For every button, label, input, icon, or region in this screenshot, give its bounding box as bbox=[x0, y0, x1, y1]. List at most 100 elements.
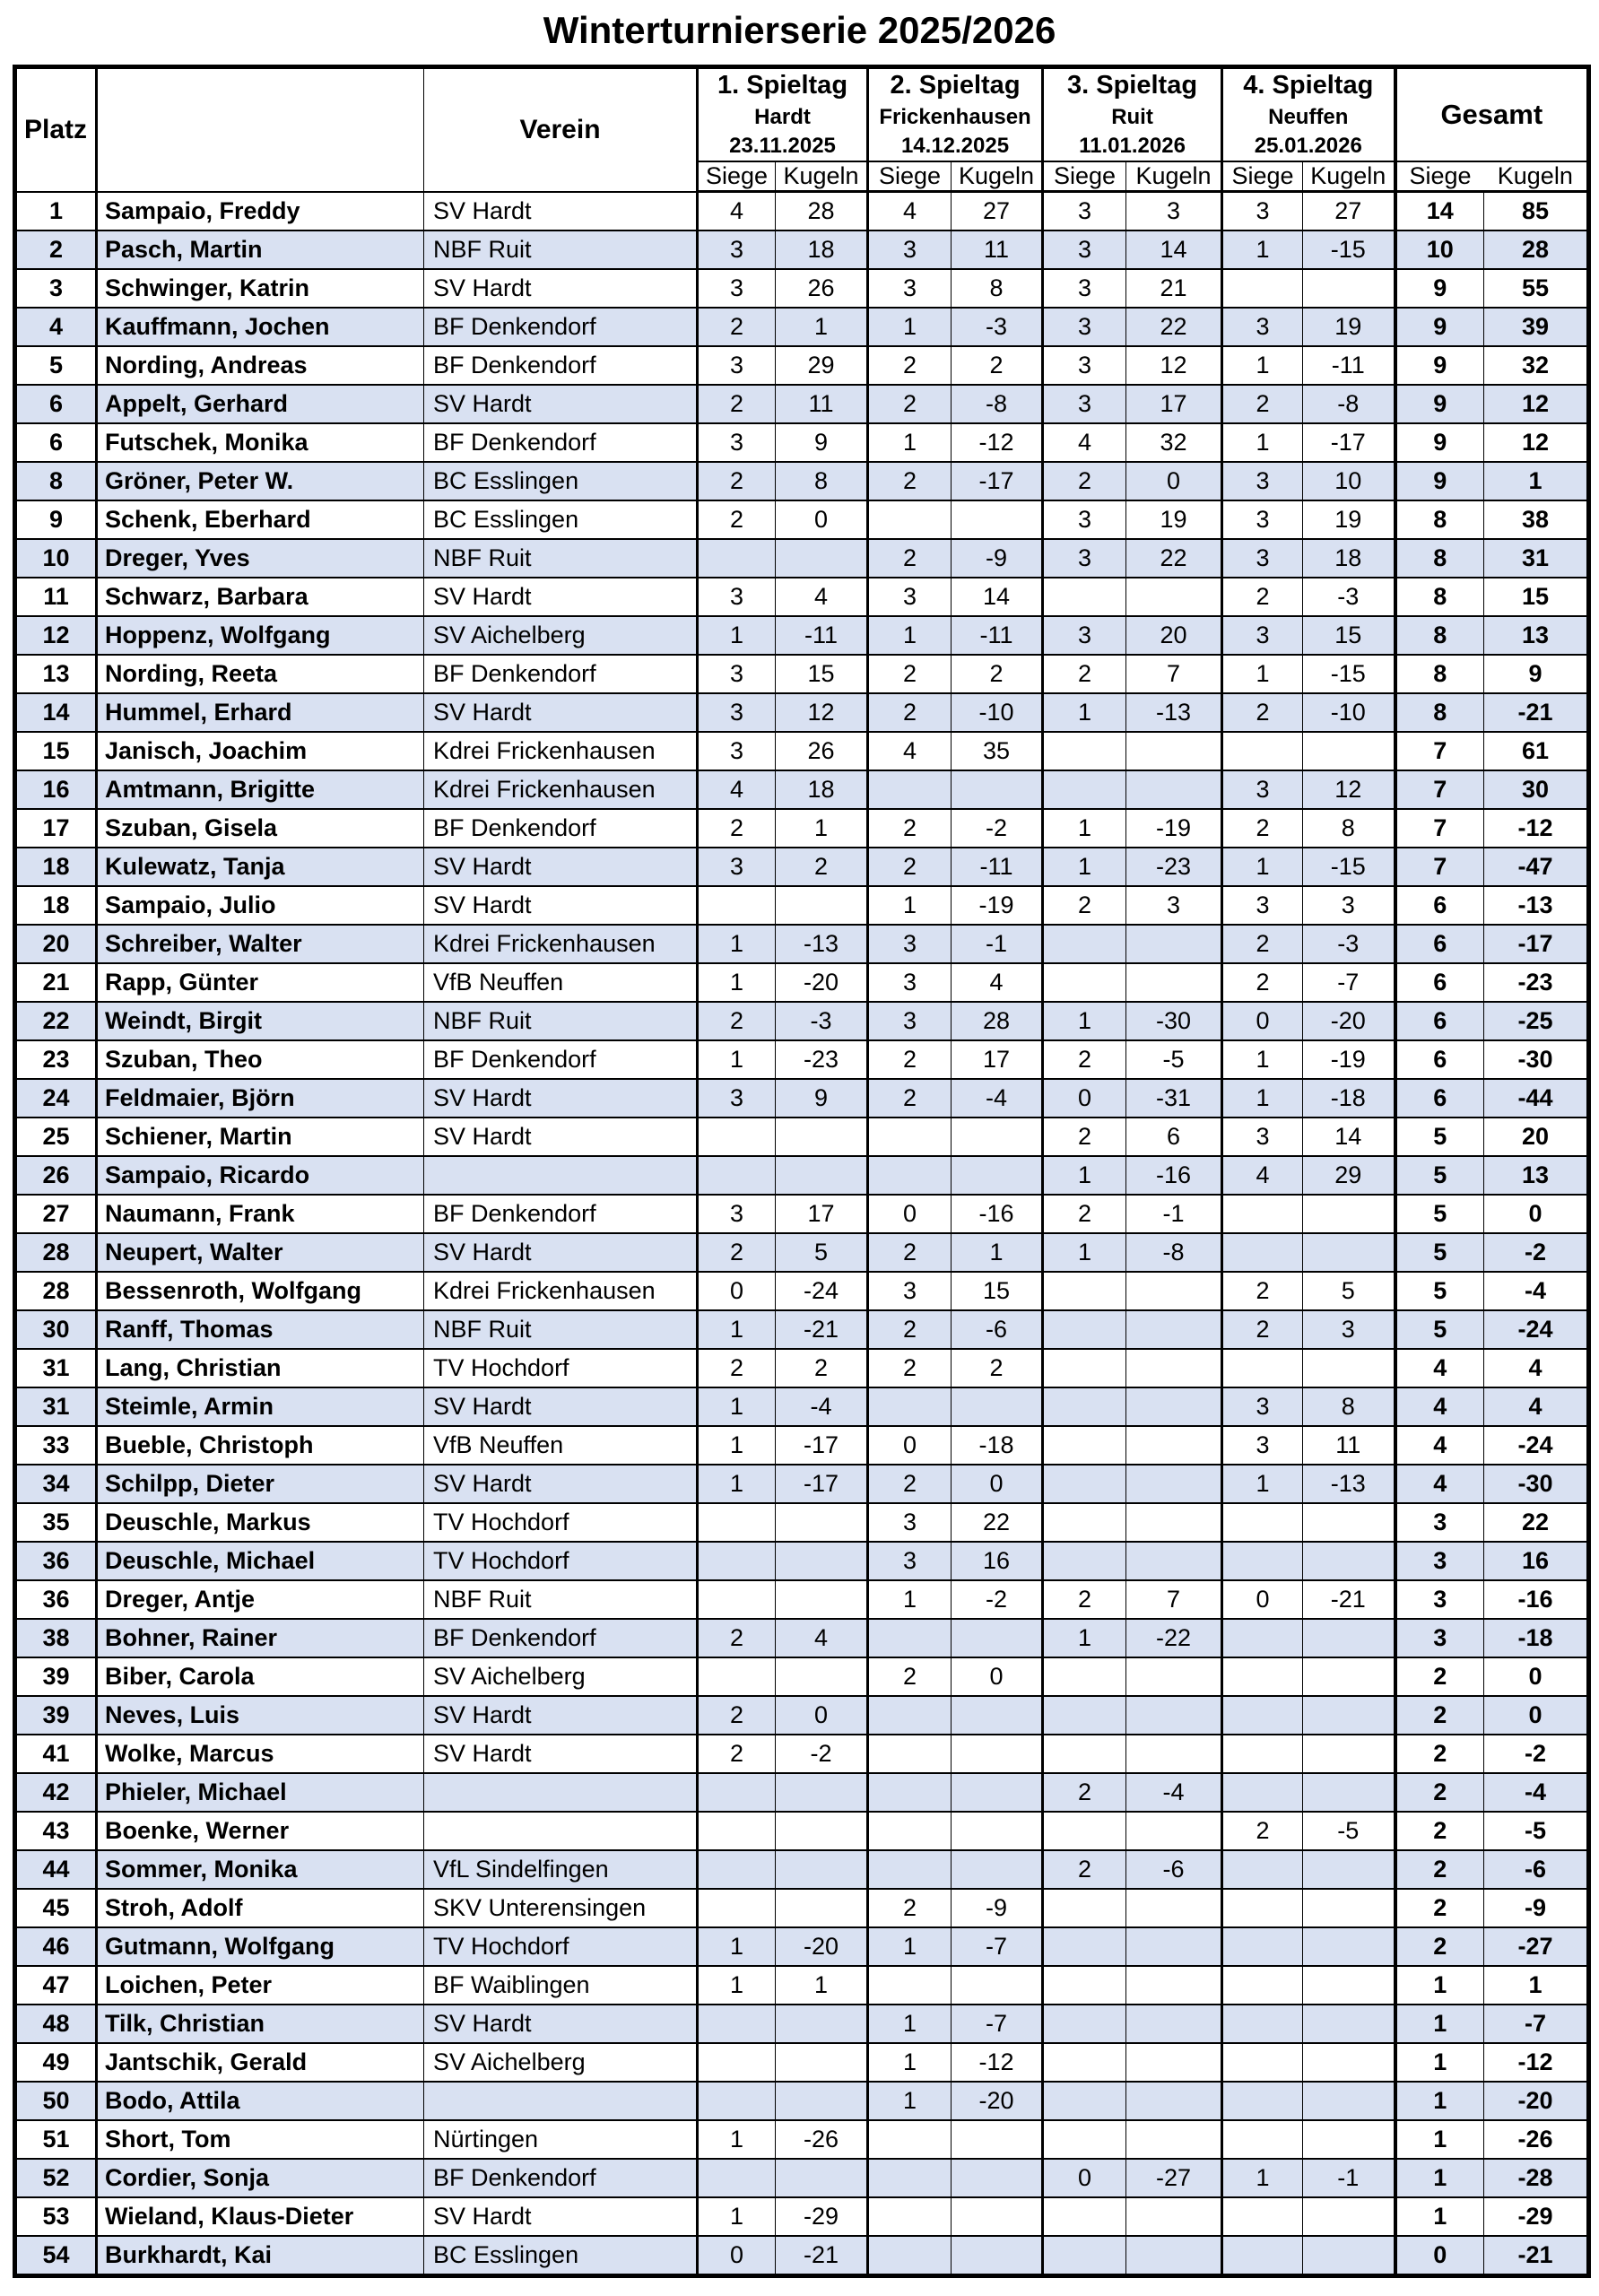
s3-kugeln-cell: -13 bbox=[1125, 692, 1223, 734]
s2-siege-cell bbox=[866, 500, 952, 541]
s4-kugeln-cell bbox=[1302, 1888, 1396, 1929]
player-name-cell: Dreger, Antje bbox=[95, 1579, 424, 1621]
gesamt-siege-cell: 1 bbox=[1393, 2042, 1485, 2083]
s3-siege-cell: 4 bbox=[1041, 422, 1127, 464]
s2-siege-cell: 3 bbox=[866, 962, 952, 1004]
s1-kugeln-cell: 0 bbox=[774, 1695, 869, 1736]
s3-kugeln-cell bbox=[1125, 1271, 1223, 1312]
s1-siege-cell: 1 bbox=[696, 924, 776, 965]
s3-siege-cell bbox=[1041, 1811, 1127, 1852]
s3-siege-cell: 3 bbox=[1041, 538, 1127, 579]
s2-kugeln-cell: -3 bbox=[951, 307, 1044, 348]
s1-siege-cell: 1 bbox=[696, 1309, 776, 1351]
gesamt-kugeln-cell: 15 bbox=[1483, 577, 1590, 618]
s1-kugeln-cell: 28 bbox=[774, 190, 869, 232]
s3-siege-cell bbox=[1041, 1309, 1127, 1351]
s3-siege-cell: 2 bbox=[1041, 1579, 1127, 1621]
s2-siege-cell: 2 bbox=[866, 1657, 952, 1698]
s4-kugeln-cell: 11 bbox=[1302, 1425, 1396, 1466]
s3-siege-cell bbox=[1041, 1541, 1127, 1582]
table-row: 27 Naumann, Frank BF Denkendorf 3 17 0 -16 2 -1 5… bbox=[14, 1194, 1590, 1235]
gesamt-kugeln-cell: 9 bbox=[1483, 654, 1590, 695]
s3-siege-cell bbox=[1041, 1502, 1127, 1544]
club-cell: BF Denkendorf bbox=[423, 1194, 698, 1235]
s1-kugeln-cell: -20 bbox=[774, 962, 869, 1004]
s1-kugeln-cell: -17 bbox=[774, 1464, 869, 1505]
s1-kugeln-cell: 9 bbox=[774, 422, 869, 464]
s4-kugeln-cell: 19 bbox=[1302, 500, 1396, 541]
club-cell: SV Hardt bbox=[423, 2196, 698, 2238]
gesamt-siege-cell: 9 bbox=[1393, 384, 1485, 425]
s4-siege-cell: 0 bbox=[1221, 1579, 1304, 1621]
s2-siege-cell: 2 bbox=[866, 461, 952, 502]
s4-siege-cell bbox=[1221, 1541, 1304, 1582]
s1-kugeln-cell bbox=[774, 1772, 869, 1813]
s1-siege-cell: 4 bbox=[696, 190, 776, 232]
s2-siege-cell: 3 bbox=[866, 1001, 952, 1042]
s4-kugeln-cell bbox=[1302, 1926, 1396, 1968]
s1-kugeln-cell bbox=[774, 1155, 869, 1196]
s2-siege-cell: 2 bbox=[866, 345, 952, 387]
s4-kugeln-cell: -3 bbox=[1302, 924, 1396, 965]
s1-siege-cell: 1 bbox=[696, 1464, 776, 1505]
s1-kugeln-cell: 17 bbox=[774, 1194, 869, 1235]
s1-kugeln-cell: 29 bbox=[774, 345, 869, 387]
s3-kugeln-cell: 19 bbox=[1125, 500, 1223, 541]
s1-siege-cell bbox=[696, 1772, 776, 1813]
s4-kugeln-cell: 15 bbox=[1302, 615, 1396, 657]
s1-siege-cell: 0 bbox=[696, 2235, 776, 2277]
s4-kugeln-cell bbox=[1302, 1695, 1396, 1736]
s1-siege-cell: 1 bbox=[696, 1965, 776, 2006]
table-row: 42 Phieler, Michael 2 -4 2 -4 bbox=[14, 1772, 1590, 1813]
club-cell: VfB Neuffen bbox=[423, 1425, 698, 1466]
s1-kugeln-cell: 26 bbox=[774, 731, 869, 772]
spieltag-1-label: 1. Spieltag bbox=[717, 71, 848, 100]
s2-siege-cell bbox=[866, 1849, 952, 1891]
s2-siege-cell: 2 bbox=[866, 1309, 952, 1351]
rank-cell: 36 bbox=[14, 1579, 97, 1621]
s3-siege-cell bbox=[1041, 1657, 1127, 1698]
s3-siege-cell: 3 bbox=[1041, 500, 1127, 541]
gesamt-kugeln-cell: 1 bbox=[1483, 1965, 1590, 2006]
s3-siege-cell: 3 bbox=[1041, 345, 1127, 387]
s2-kugeln-cell bbox=[951, 1965, 1044, 2006]
s4-kugeln-cell: -19 bbox=[1302, 1039, 1396, 1081]
table-row: 8 Gröner, Peter W. BC Esslingen 2 8 2 -17 2 0 3 10… bbox=[14, 461, 1590, 502]
gesamt-kugeln-cell: 16 bbox=[1483, 1541, 1590, 1582]
player-name-cell: Kulewatz, Tanja bbox=[95, 847, 424, 888]
gesamt-siege-cell: 2 bbox=[1393, 1849, 1485, 1891]
table-row: 16 Amtmann, Brigitte Kdrei Frickenhausen 4 1… bbox=[14, 770, 1590, 811]
table-row: 50 Bodo, Attila 1 -20 1 -20 bbox=[14, 2081, 1590, 2122]
s3-siege-cell bbox=[1041, 1348, 1127, 1389]
s3-kugeln-cell bbox=[1125, 1502, 1223, 1544]
spieltag-3-ort: Ruit bbox=[1111, 104, 1153, 129]
gesamt-siege-cell: 8 bbox=[1393, 615, 1485, 657]
s1-kugeln-cell: -20 bbox=[774, 1926, 869, 1968]
s2-kugeln-cell: -12 bbox=[951, 422, 1044, 464]
rank-cell: 26 bbox=[14, 1155, 97, 1196]
s1-siege-cell: 3 bbox=[696, 268, 776, 309]
s1-siege-cell bbox=[696, 1155, 776, 1196]
s1-siege-cell: 0 bbox=[696, 1271, 776, 1312]
rank-cell: 50 bbox=[14, 2081, 97, 2122]
s3-siege-cell: 1 bbox=[1041, 1001, 1127, 1042]
s2-kugeln-cell: -2 bbox=[951, 1579, 1044, 1621]
gesamt-siege-cell: 7 bbox=[1393, 808, 1485, 849]
club-cell: NBF Ruit bbox=[423, 1001, 698, 1042]
club-cell: SV Hardt bbox=[423, 692, 698, 734]
s3-kugeln-cell bbox=[1125, 1965, 1223, 2006]
s4-kugeln-cell: 27 bbox=[1302, 190, 1396, 232]
club-cell: NBF Ruit bbox=[423, 538, 698, 579]
s4-kugeln-cell: -20 bbox=[1302, 1001, 1396, 1042]
s4-kugeln-cell bbox=[1302, 2196, 1396, 2238]
s3-siege-cell bbox=[1041, 2042, 1127, 2083]
gesamt-siege-cell: 6 bbox=[1393, 962, 1485, 1004]
s4-kugeln-cell bbox=[1302, 1502, 1396, 1544]
s3-kugeln-cell bbox=[1125, 1811, 1223, 1852]
s1-siege-cell: 2 bbox=[696, 1232, 776, 1274]
s1-siege-cell bbox=[696, 2042, 776, 2083]
gesamt-kugeln-cell: 4 bbox=[1483, 1348, 1590, 1389]
club-cell bbox=[423, 1772, 698, 1813]
s3-kugeln-cell bbox=[1125, 1309, 1223, 1351]
player-name-cell: Nording, Andreas bbox=[95, 345, 424, 387]
